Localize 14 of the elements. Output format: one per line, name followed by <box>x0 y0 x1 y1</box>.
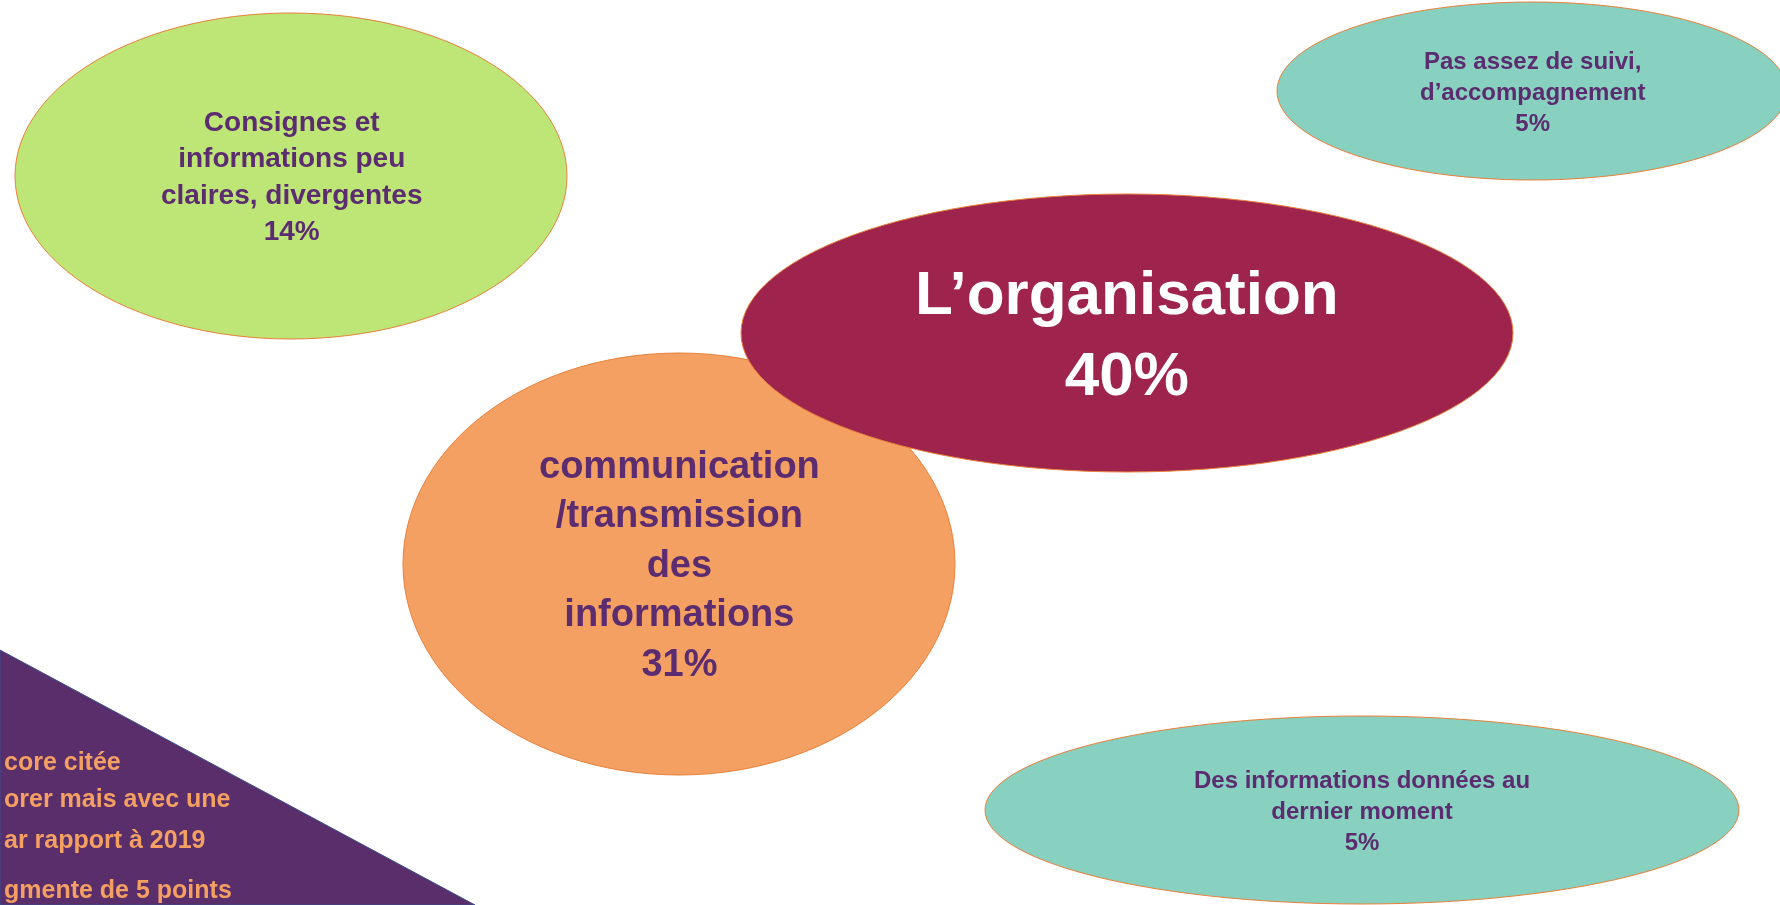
data-label: 5% <box>1515 109 1551 137</box>
data-label: 31% <box>641 641 718 684</box>
text: core citée <box>4 747 121 775</box>
category-label: Consignes et informations peu claires, divergentes <box>161 106 423 210</box>
text: orer mais avec une <box>4 784 231 812</box>
data-label: 40% <box>1064 338 1189 408</box>
data-label: 14% <box>263 215 320 247</box>
text: gmente de 5 points <box>4 875 232 903</box>
category-label: Pas assez de suivi, d’accompagnement <box>1420 47 1646 106</box>
text: ar rapport à 2019 <box>4 825 206 853</box>
category-label: L’organisation <box>915 258 1339 327</box>
category-label: communication /transmission des informations <box>539 444 820 635</box>
category-label: Des informations données au dernier moment <box>1194 766 1531 825</box>
data-label: 5% <box>1344 828 1380 856</box>
